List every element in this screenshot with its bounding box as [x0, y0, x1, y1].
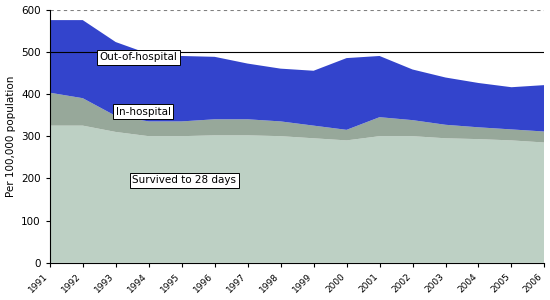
Text: Survived to 28 days: Survived to 28 days: [132, 176, 236, 185]
Text: Out-of-hospital: Out-of-hospital: [99, 52, 177, 62]
Y-axis label: Per 100,000 population: Per 100,000 population: [6, 76, 15, 197]
Text: In-hospital: In-hospital: [116, 107, 170, 117]
